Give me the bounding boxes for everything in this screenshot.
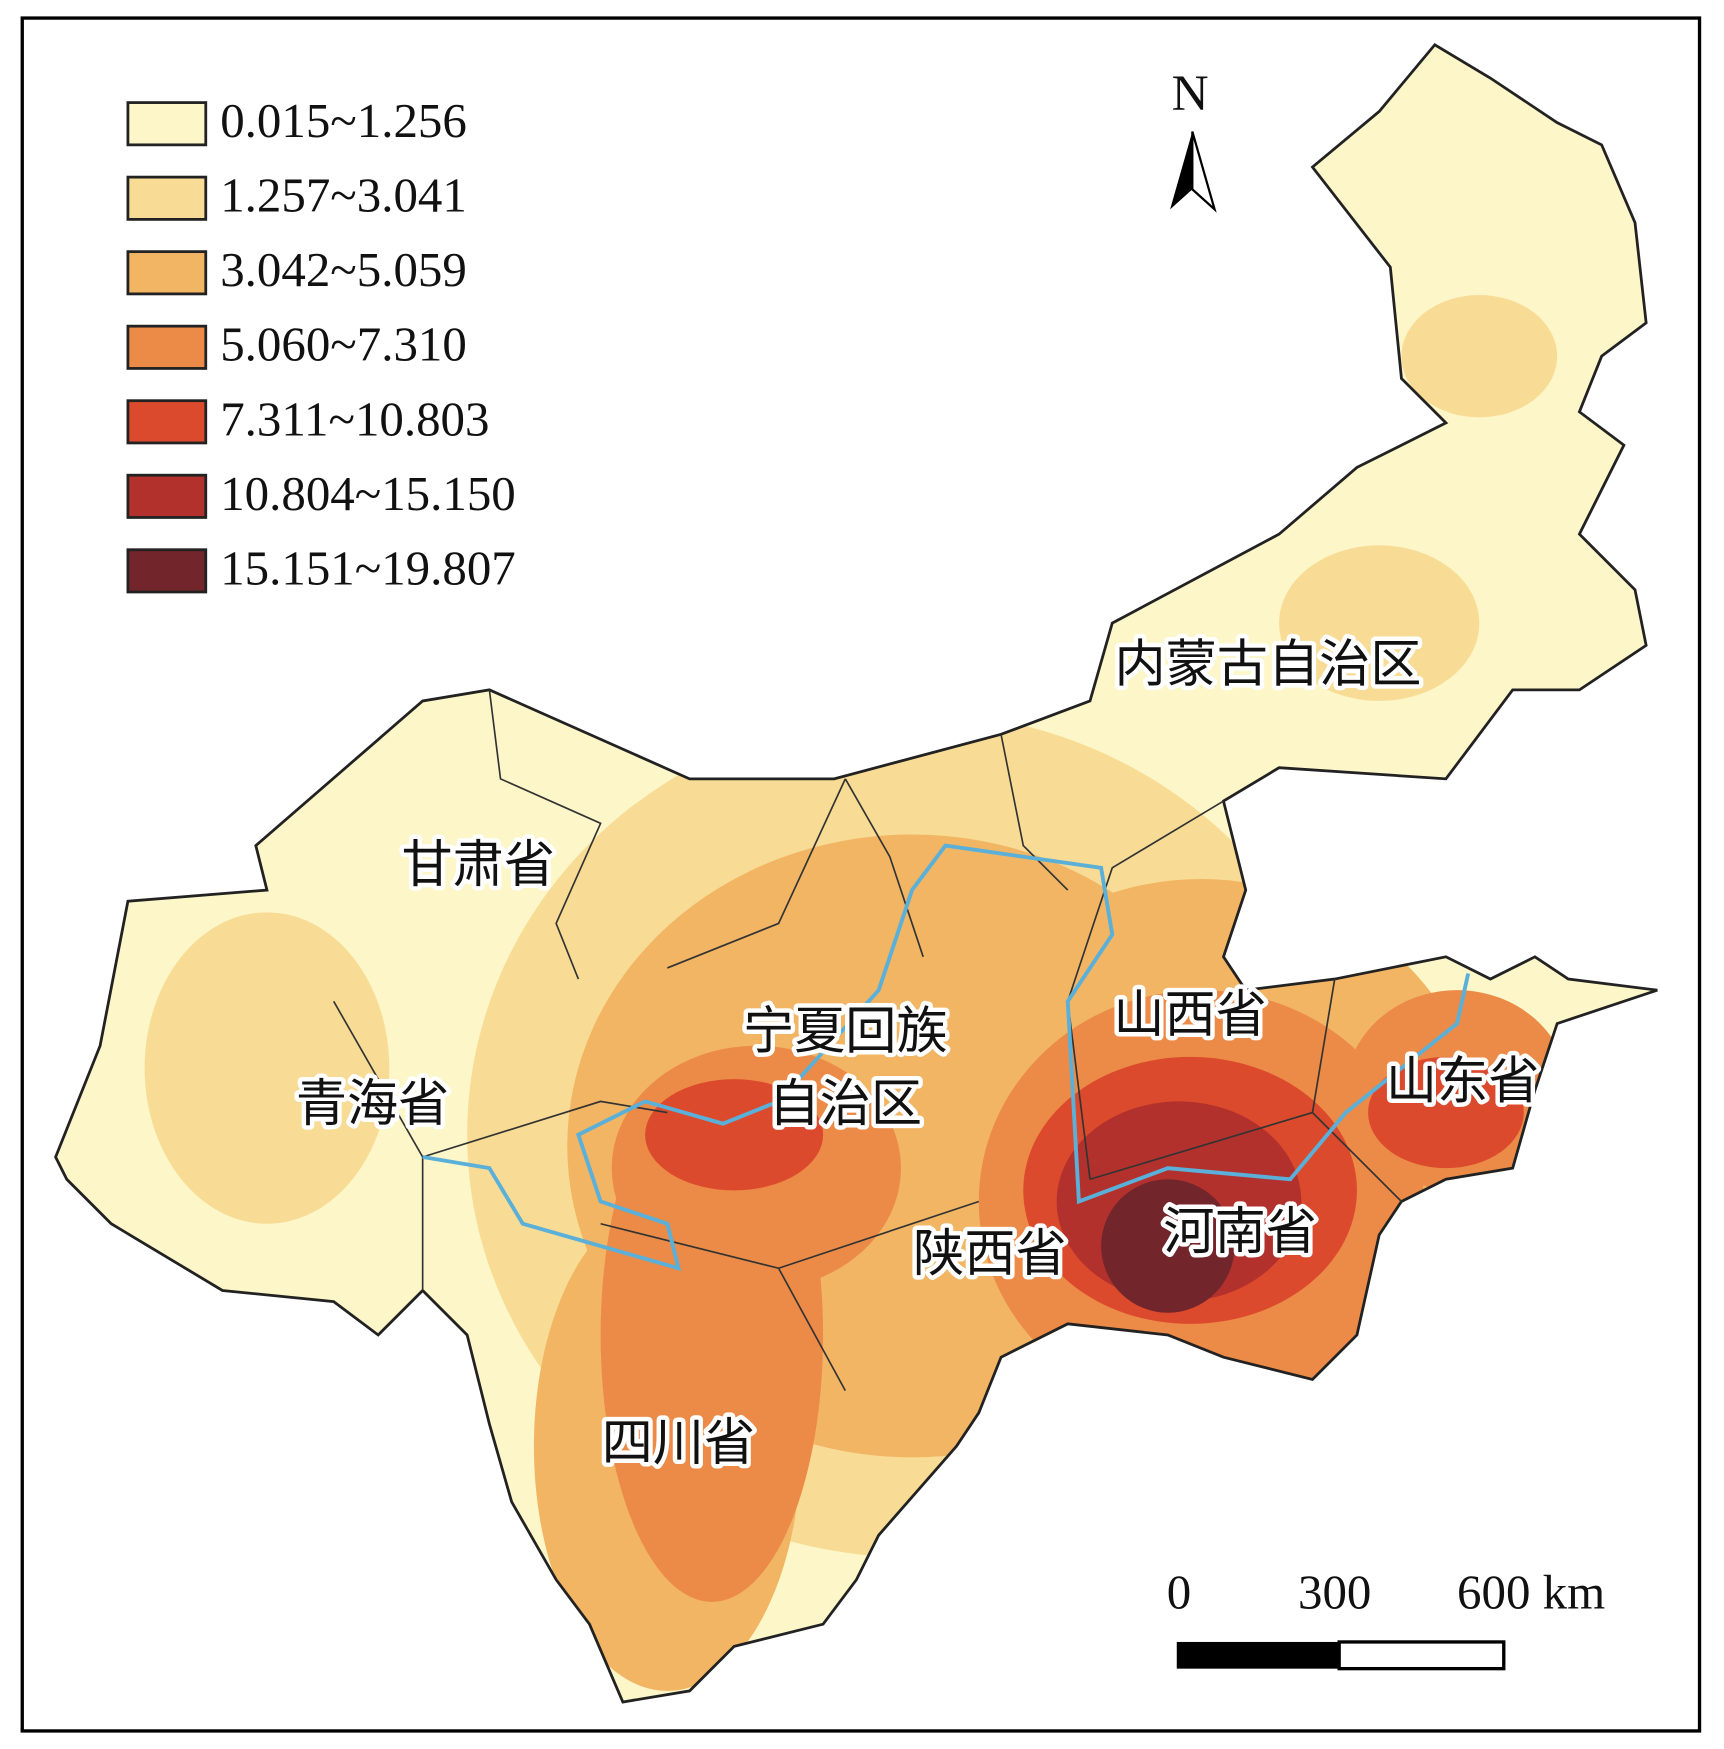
- legend-label: 15.151~19.807: [220, 540, 516, 595]
- region-label: 内蒙古自治区: [1114, 636, 1421, 695]
- scale-bar: 0 300 600 km: [1167, 1565, 1605, 1671]
- scale-label: 0: [1167, 1565, 1191, 1620]
- legend-swatch: [126, 324, 208, 370]
- legend: 0.015~1.256 1.257~3.041 3.042~5.059 5.060~7…: [126, 93, 516, 595]
- zone: [144, 912, 390, 1224]
- north-arrow-right: [1191, 131, 1217, 213]
- region-label: 四川省: [602, 1414, 755, 1473]
- legend-swatch: [126, 473, 208, 519]
- boundaries: [332, 689, 1403, 1391]
- legend-label: 5.060~7.310: [220, 317, 467, 372]
- legend-swatch: [126, 101, 208, 147]
- region-label: 山西省: [1113, 986, 1266, 1045]
- zone: [1368, 1056, 1524, 1169]
- region-label: 宁夏回族: [743, 1003, 948, 1062]
- legend-label: 1.257~3.041: [220, 168, 467, 223]
- region-label: 甘肃省: [402, 836, 555, 895]
- legend-swatch: [126, 548, 208, 594]
- zone: [1279, 545, 1480, 701]
- region-label: 陕西省: [913, 1225, 1066, 1284]
- region-label: 山东省: [1386, 1053, 1539, 1112]
- rivers: [422, 843, 1471, 1272]
- region-label: 自治区: [769, 1075, 922, 1134]
- scale-label: 300: [1298, 1565, 1371, 1620]
- legend-swatch: [126, 399, 208, 445]
- north-arrow: N: [1170, 65, 1217, 213]
- scale-segment: [1337, 1640, 1506, 1671]
- zone: [1101, 1179, 1235, 1313]
- legend-label: 0.015~1.256: [220, 93, 467, 148]
- region-label: 河南省: [1163, 1203, 1316, 1262]
- zone: [645, 1079, 824, 1191]
- legend-label: 10.804~15.150: [220, 466, 516, 521]
- zone: [1401, 295, 1558, 418]
- legend-label: 3.042~5.059: [220, 242, 467, 297]
- region-label: 青海省: [296, 1075, 449, 1134]
- legend-swatch: [126, 250, 208, 296]
- legend-swatch: [126, 175, 208, 221]
- legend-label: 7.311~10.803: [220, 391, 489, 446]
- north-label: N: [1172, 65, 1209, 122]
- scale-label: 600 km: [1457, 1565, 1605, 1620]
- scale-segment: [1176, 1641, 1340, 1669]
